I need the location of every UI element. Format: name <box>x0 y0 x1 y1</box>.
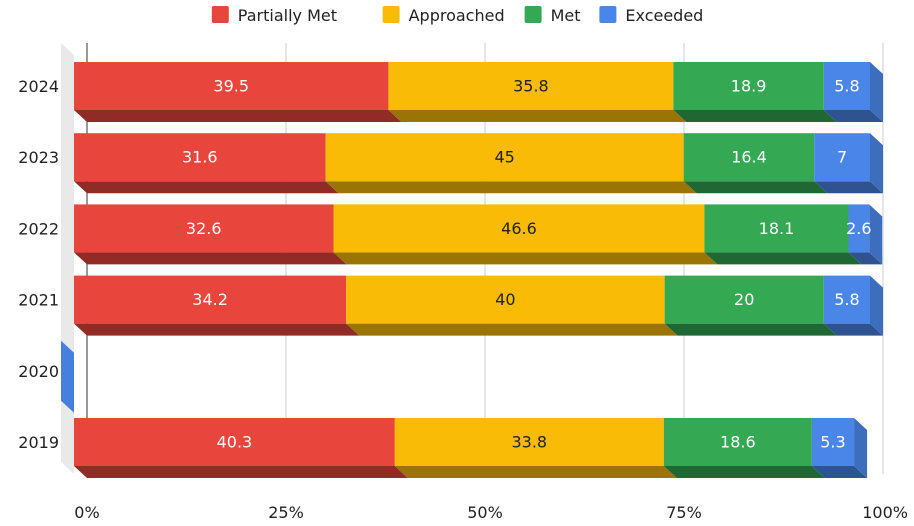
bar-depth-2019-exceeded <box>811 466 868 478</box>
legend-label-met: Met <box>551 6 581 25</box>
bar-2021-partially-met <box>74 275 347 324</box>
bar-depth-2024-partially-met <box>74 110 402 122</box>
y-tick-2024: 2024 <box>18 77 59 96</box>
x-axis-labels: 0% 25% 50% 75% 100% <box>74 503 908 522</box>
bar-depth-2021-partially-met <box>74 323 360 336</box>
bar-2019-met <box>663 418 812 466</box>
legend-label-approached: Approached <box>409 6 505 25</box>
x-tick-75: 75% <box>666 503 702 522</box>
bar-2023-approached <box>325 133 684 182</box>
bar-2021-met <box>664 275 824 324</box>
bar-depth-2022-partially-met <box>74 252 347 265</box>
bar-2021-approached <box>346 275 665 324</box>
bar-side-2023 <box>870 133 883 194</box>
bar-label-2024-partially-met: 39.5 <box>213 77 249 96</box>
bar-depth-2024-met <box>673 110 837 122</box>
bar-label-2019-partially-met: 40.3 <box>217 433 253 452</box>
bar-2024-partially-met <box>74 62 389 110</box>
bar-2019-approached <box>394 418 664 466</box>
bar-label-2021-approached: 40 <box>495 290 515 309</box>
bar-label-2023-partially-met: 31.6 <box>182 148 218 167</box>
bar-2024-approached <box>388 62 674 110</box>
bar-2019-exceeded <box>811 418 855 466</box>
bar-depth-2022-approached <box>333 252 718 265</box>
bar-side-2022 <box>869 204 883 265</box>
y-tick-2021: 2021 <box>18 291 59 310</box>
x-tick-0: 0% <box>74 503 99 522</box>
y-tick-2019: 2019 <box>18 433 59 452</box>
x-tick-100: 100% <box>862 503 908 522</box>
bar-label-2021-partially-met: 34.2 <box>192 290 228 309</box>
bar-depth-2023-partially-met <box>74 181 339 194</box>
bar-side-2019 <box>854 418 868 478</box>
bar-2022-approached <box>333 204 705 253</box>
legend: Partially Met Approached Met Exceeded <box>211 6 703 25</box>
bar-depth-2021-approached <box>346 323 678 336</box>
bar-depth-2019-partially-met <box>74 466 408 478</box>
bar-label-2021-exceeded: 5.8 <box>834 290 859 309</box>
x-tick-25: 25% <box>268 503 304 522</box>
bar-label-2019-approached: 33.8 <box>511 433 547 452</box>
bar-2021-exceeded <box>823 275 870 324</box>
y-tick-2020: 2020 <box>18 362 59 381</box>
bar-label-2021-met: 20 <box>734 290 754 309</box>
bar-2024-met <box>673 62 824 110</box>
bar-label-2024-met: 18.9 <box>731 77 767 96</box>
y-tick-2022: 2022 <box>18 219 59 238</box>
bar-label-2024-approached: 35.8 <box>513 77 549 96</box>
bar-label-2024-exceeded: 5.8 <box>834 77 859 96</box>
bar-label-2022-approached: 46.6 <box>501 219 537 238</box>
bar-depth-2022-met <box>704 252 862 265</box>
legend-label-partially-met: Partially Met <box>238 6 337 25</box>
bar-depth-2023-met <box>683 181 828 194</box>
y-tick-2023: 2023 <box>18 148 59 167</box>
legend-swatch-met <box>524 6 542 23</box>
bar-2022-met <box>704 204 849 253</box>
legend-label-exceeded: Exceeded <box>625 6 703 25</box>
bar-2023-exceeded <box>814 133 870 182</box>
bar-label-2022-exceeded: 2.6 <box>846 219 871 238</box>
bar-depth-2019-approached <box>394 466 677 478</box>
bar-label-2023-met: 16.4 <box>731 148 767 167</box>
bar-2023-partially-met <box>74 133 326 182</box>
bar-side-2024 <box>870 62 883 122</box>
bar-depth-2022-exceeded <box>848 252 883 265</box>
bar-side-2021 <box>870 275 883 336</box>
x-tick-50: 50% <box>467 503 503 522</box>
bar-depth-2023-approached <box>325 181 697 194</box>
bar-label-2023-exceeded: 7 <box>837 148 847 167</box>
legend-swatch-partially-met <box>211 6 229 23</box>
bar-2022-exceeded <box>848 204 870 253</box>
bar-2022-partially-met <box>74 204 334 253</box>
bar-depth-2021-exceeded <box>823 323 883 336</box>
bar-depth-2024-approached <box>388 110 687 122</box>
bar-depth-2023-exceeded <box>814 181 883 194</box>
y-axis-labels: 2024 2023 2022 2021 2020 2019 <box>18 77 59 452</box>
bar-label-2022-partially-met: 32.6 <box>186 219 222 238</box>
legend-swatch-exceeded <box>599 6 617 23</box>
bar-label-2019-exceeded: 5.3 <box>820 433 845 452</box>
bar-depth-2024-exceeded <box>823 110 883 122</box>
bar-label-2023-approached: 45 <box>494 148 514 167</box>
bar-label-2022-met: 18.1 <box>759 219 795 238</box>
bar-label-2019-met: 18.6 <box>720 433 756 452</box>
bar-2023-met <box>683 133 815 182</box>
bar-depth-2021-met <box>664 323 837 336</box>
bars: 39.5 35.8 18.9 5.8 31.6 45 16.4 7 32.6 46.6 18.1 2.… <box>61 62 883 478</box>
bar-2024-exceeded <box>823 62 870 110</box>
bar-empty-2020 <box>61 340 74 413</box>
legend-swatch-approached <box>382 6 400 23</box>
bar-depth-2019-met <box>663 466 825 478</box>
bar-2019-partially-met <box>74 418 395 466</box>
